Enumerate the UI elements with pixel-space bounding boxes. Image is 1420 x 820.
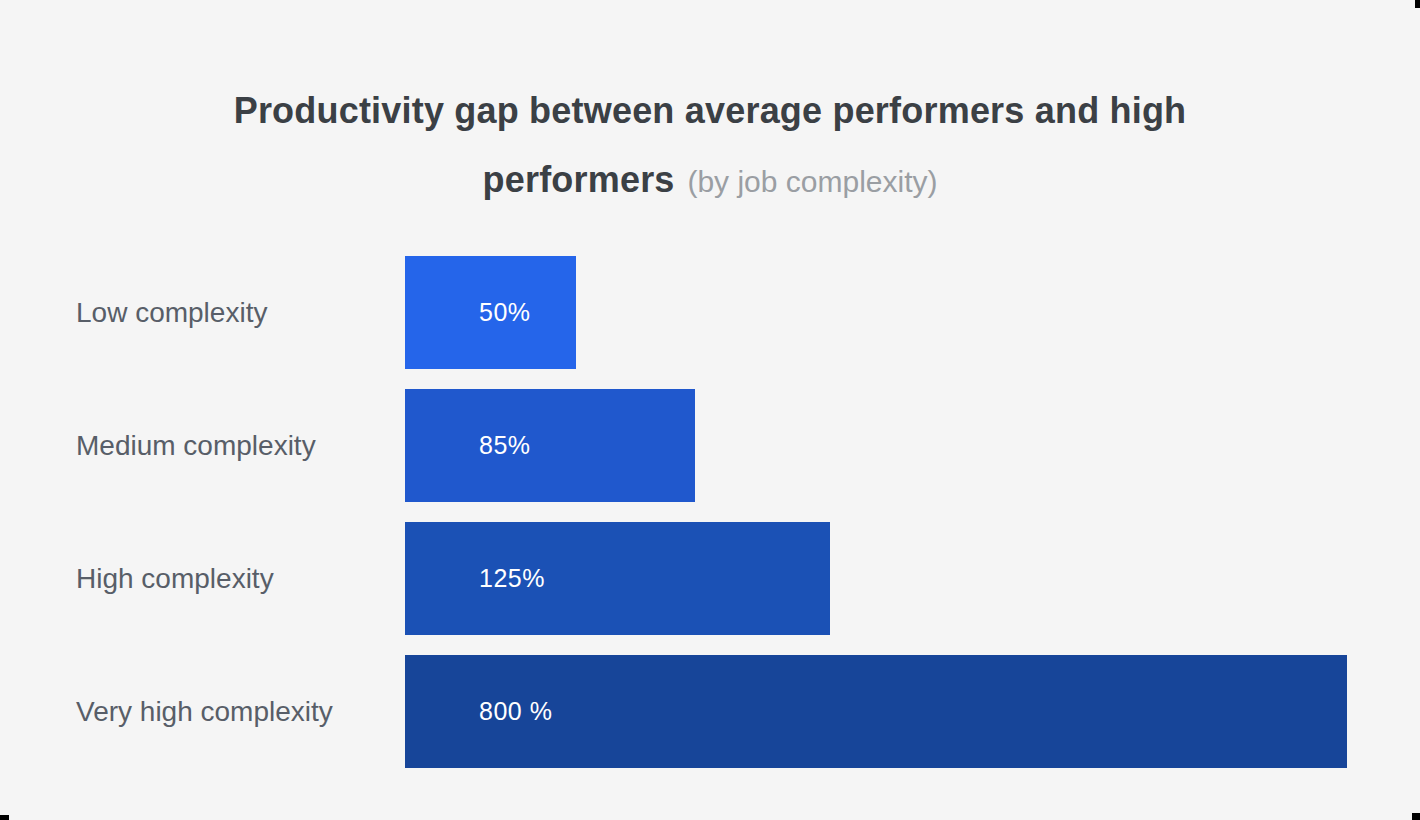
chart-subtitle-text: (by job complexity) xyxy=(687,165,937,198)
category-label-very-high-complexity: Very high complexity xyxy=(76,655,405,768)
bar-chart: Low complexity 50% Medium complexity 85%… xyxy=(76,256,1347,768)
chart-page: Productivity gap between average perform… xyxy=(0,0,1420,820)
bar-track: 800 % xyxy=(405,655,1347,768)
corner-mark xyxy=(1415,0,1420,8)
chart-subtitle: (by job complexity) xyxy=(679,165,937,198)
chart-row-very-high-complexity: Very high complexity 800 % xyxy=(76,655,1347,768)
bar-low-complexity: 50% xyxy=(405,256,576,369)
chart-header: Productivity gap between average perform… xyxy=(140,0,1280,218)
bar-value-label-very-high-complexity: 800 % xyxy=(479,697,552,726)
bar-value-label-high-complexity: 125% xyxy=(479,564,545,593)
chart-row-medium-complexity: Medium complexity 85% xyxy=(76,389,1347,502)
chart-row-low-complexity: Low complexity 50% xyxy=(76,256,1347,369)
corner-mark xyxy=(0,815,9,820)
bar-high-complexity: 125% xyxy=(405,522,830,635)
corner-mark xyxy=(1412,813,1420,820)
bar-value-label-low-complexity: 50% xyxy=(479,298,531,327)
bar-value-label-medium-complexity: 85% xyxy=(479,431,531,460)
category-label-medium-complexity: Medium complexity xyxy=(76,389,405,502)
category-label-low-complexity: Low complexity xyxy=(76,256,405,369)
category-label-high-complexity: High complexity xyxy=(76,522,405,635)
bar-track: 85% xyxy=(405,389,1347,502)
chart-row-high-complexity: High complexity 125% xyxy=(76,522,1347,635)
bar-track: 125% xyxy=(405,522,1347,635)
bar-medium-complexity: 85% xyxy=(405,389,695,502)
bar-very-high-complexity: 800 % xyxy=(405,655,1347,768)
bar-track: 50% xyxy=(405,256,1347,369)
